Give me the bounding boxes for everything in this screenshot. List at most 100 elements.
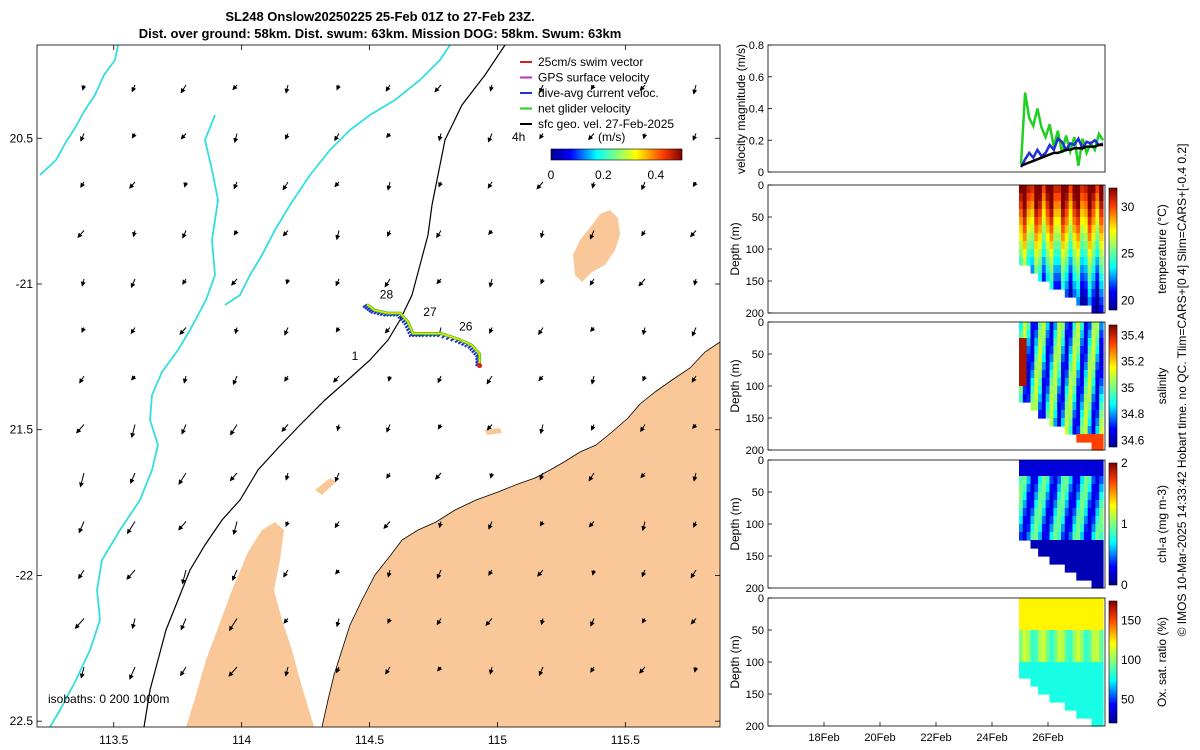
profile-cell <box>1087 694 1093 703</box>
velocity-arrow <box>74 618 85 630</box>
profile-cell <box>1095 354 1100 363</box>
profile-cell <box>1038 362 1043 371</box>
profile-cell <box>1030 678 1035 687</box>
profile-cell <box>1053 241 1058 250</box>
profile-cell <box>1057 670 1062 679</box>
velocity-arrow <box>437 375 443 384</box>
profile-cell <box>1041 540 1047 549</box>
profile-cell <box>1057 638 1062 647</box>
profile-cell <box>1057 386 1062 395</box>
profile-cell <box>1068 622 1073 631</box>
profile-cell <box>1053 402 1058 411</box>
profile-cell <box>1064 418 1070 427</box>
profile-cell <box>1049 418 1054 427</box>
profile-cell <box>1053 233 1058 242</box>
profile-cell <box>1083 402 1089 411</box>
profile-cell <box>1034 492 1039 501</box>
profile-cell <box>1061 548 1066 557</box>
map-xtick-label: 115.5 <box>611 733 640 747</box>
profile-cell <box>1061 322 1066 331</box>
profile-cell <box>1095 386 1100 395</box>
profile-cell <box>1076 606 1081 615</box>
dive-avg-vector <box>362 303 368 309</box>
profile-cell <box>1057 201 1062 210</box>
profile-cell <box>1026 508 1031 517</box>
velocity-arrow <box>231 278 238 286</box>
profile-cell <box>1083 606 1089 615</box>
profile-cell <box>1038 614 1043 623</box>
depth-tick-label: 0 <box>758 455 764 467</box>
profile-cell <box>1083 630 1089 639</box>
velocity-arrow <box>385 666 391 675</box>
profile-colorbar-tick: 35.2 <box>1121 355 1145 369</box>
profile-cell <box>1057 241 1062 250</box>
profile-cell <box>1026 346 1031 355</box>
profile-cell <box>1080 598 1085 607</box>
profile-cell <box>1038 322 1043 331</box>
profile-cell <box>1080 338 1085 347</box>
profile-cell <box>1057 460 1062 469</box>
profile-cell <box>1034 354 1039 363</box>
profile-cell <box>1072 540 1077 549</box>
profile-cell <box>1068 394 1073 403</box>
profile-cell <box>1091 598 1096 607</box>
profile-cell <box>1034 678 1039 687</box>
velocity-arrow <box>334 472 340 483</box>
profile-cell <box>1083 646 1089 655</box>
profile-cell <box>1072 460 1077 469</box>
profile-cell <box>1099 362 1104 371</box>
profile-cell <box>1087 500 1093 509</box>
profile-cell <box>1095 297 1100 306</box>
profile-cell <box>1038 670 1043 679</box>
profile-cell <box>1026 225 1031 234</box>
profile-cell <box>1034 524 1039 533</box>
profile-cell <box>1091 580 1096 589</box>
profile-cell <box>1080 233 1085 242</box>
profile-cell <box>1049 638 1054 647</box>
profile-cell <box>1045 670 1051 679</box>
velocity-arrow <box>434 84 442 93</box>
profile-cell <box>1095 492 1100 501</box>
depth-tick-label: 150 <box>746 276 764 288</box>
profile-cell <box>1099 540 1104 549</box>
profile-cell <box>1038 598 1043 607</box>
profile-cell <box>1087 670 1093 679</box>
profile-cell <box>1087 330 1093 339</box>
profile-cell <box>1041 614 1047 623</box>
profile-cell <box>1091 257 1096 266</box>
profile-cell <box>1091 540 1096 549</box>
profile-cell <box>1076 362 1081 371</box>
velocity-arrow <box>234 327 239 335</box>
velocity-arrow <box>131 618 136 630</box>
profile-cell <box>1095 273 1100 282</box>
velocity-arrow-field <box>74 84 699 680</box>
profile-cell <box>1049 225 1054 234</box>
profile-cell <box>1053 273 1058 282</box>
profile-cell <box>1049 532 1054 541</box>
profile-cell <box>1068 516 1073 525</box>
profile-cell <box>1022 185 1028 194</box>
profile-cell <box>1057 370 1062 379</box>
profile-cell <box>1068 702 1073 711</box>
profile-cell <box>1083 193 1089 202</box>
velocity-arrow <box>642 375 647 382</box>
profile-cell <box>1053 410 1058 419</box>
profile-cell <box>1099 556 1104 565</box>
profile-cell <box>1030 540 1035 549</box>
profile-cell <box>1099 678 1104 687</box>
profile-cell <box>1083 500 1089 509</box>
profile-cell <box>1083 710 1089 719</box>
profile-cell <box>1057 185 1062 194</box>
profile-cell <box>1053 394 1058 403</box>
map-ytick-label: 21.5 <box>10 423 34 437</box>
profile-colorbar <box>1108 187 1118 311</box>
velocity-arrow <box>77 230 85 239</box>
profile-cell <box>1034 394 1039 403</box>
profile-cell <box>1072 346 1077 355</box>
velocity-arrow <box>179 327 187 336</box>
profile-cell <box>1064 638 1070 647</box>
profile-cell <box>1034 249 1039 258</box>
profile-cell <box>1026 670 1031 679</box>
profile-cell <box>1080 524 1085 533</box>
profile-cell <box>1019 233 1024 242</box>
